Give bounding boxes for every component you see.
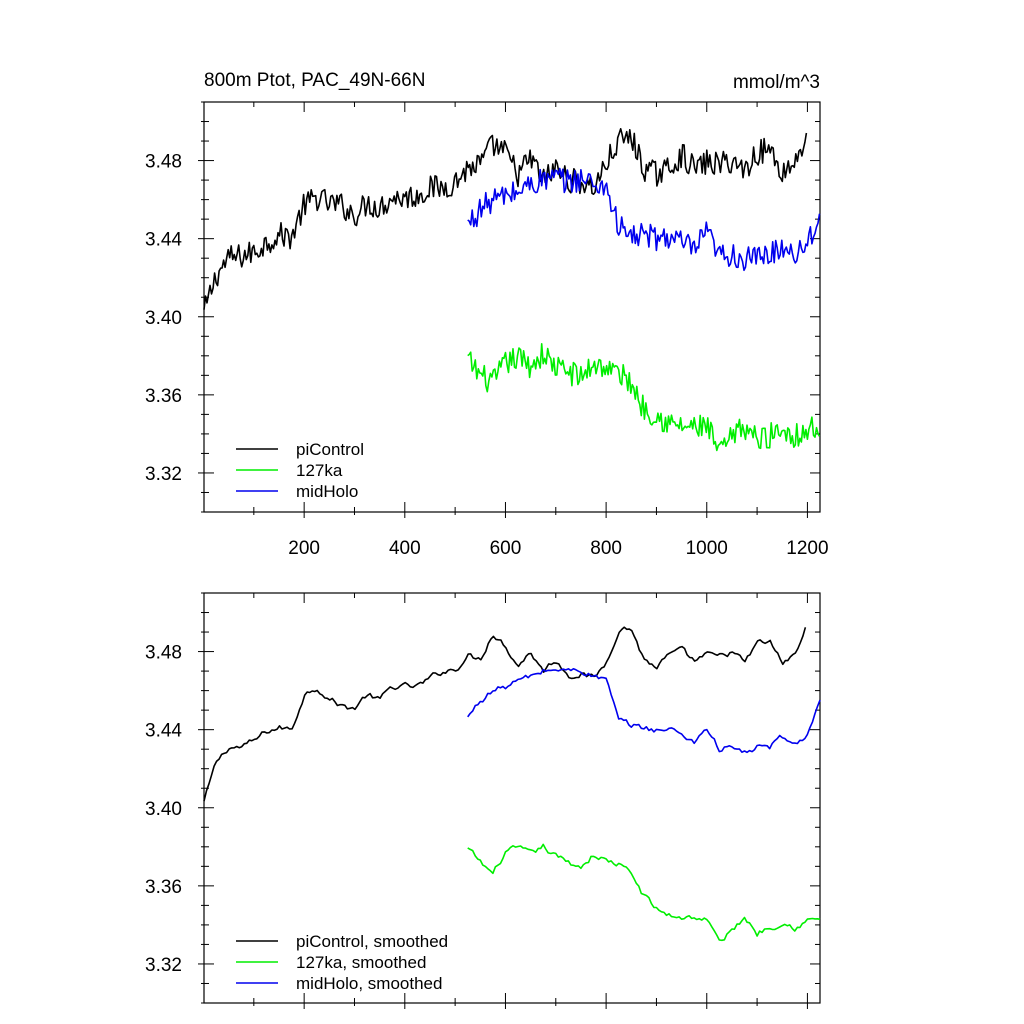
bottom-ytick-label-3.44: 3.44 (145, 721, 182, 742)
bottom-ytick-label-3.40: 3.40 (145, 799, 182, 820)
top-ytick-label-3.36: 3.36 (145, 386, 182, 407)
top-legend: piControl 127ka midHolo (236, 440, 364, 501)
bottom-ytick-label-3.48: 3.48 (145, 643, 182, 664)
top-series-line-picontrol (203, 128, 808, 310)
top-legend-label-midholo: midHolo (296, 482, 358, 501)
top-chart-title: 800m Ptot, PAC_49N-66N (204, 70, 425, 91)
top-ytick-label-3.48: 3.48 (145, 152, 182, 173)
bottom-legend-label-127ka: 127ka, smoothed (296, 953, 426, 972)
top-xtick-label-600: 600 (490, 538, 522, 559)
bottom-series-line-picontrol (203, 626, 807, 802)
top-xtick-label-800: 800 (590, 538, 622, 559)
top-legend-label-picontrol: piControl (296, 440, 364, 459)
bottom-series-line-127ka (467, 843, 821, 942)
top-series-line-midholo (467, 167, 821, 272)
bottom-axis-ticks (198, 592, 820, 1009)
top-xtick-label-200: 200 (288, 538, 320, 559)
bottom-ytick-label-3.36: 3.36 (145, 877, 182, 898)
top-chart-units: mmol/m^3 (733, 72, 820, 93)
top-xtick-label-400: 400 (389, 538, 421, 559)
bottom-series-group (203, 626, 821, 942)
top-axis-ticks (198, 101, 820, 518)
top-legend-label-127ka: 127ka (296, 461, 343, 480)
top-y-tick-labels: 3.32 3.36 3.40 3.44 3.48 (145, 152, 182, 485)
bottom-legend-label-midholo: midHolo, smoothed (296, 974, 442, 993)
top-series-line-127ka (467, 342, 821, 452)
bottom-legend-label-picontrol: piControl, smoothed (296, 932, 448, 951)
top-ytick-label-3.44: 3.44 (145, 230, 182, 251)
bottom-legend: piControl, smoothed 127ka, smoothed midH… (236, 932, 448, 993)
bottom-ytick-label-3.32: 3.32 (145, 955, 182, 976)
bottom-chart-panel: 3.32 3.36 3.40 3.44 3.48 piControl, smoo… (145, 592, 821, 1009)
top-chart-panel: 800m Ptot, PAC_49N-66N mmol/m^3 3.32 3.3… (145, 70, 829, 559)
top-xtick-label-1200: 1200 (786, 538, 828, 559)
top-ytick-label-3.32: 3.32 (145, 464, 182, 485)
bottom-y-tick-labels: 3.32 3.36 3.40 3.44 3.48 (145, 643, 182, 976)
top-ytick-label-3.40: 3.40 (145, 308, 182, 329)
top-x-tick-labels: 200 400 600 800 1000 1200 (288, 538, 828, 559)
top-series-group (203, 128, 821, 452)
top-xtick-label-1000: 1000 (686, 538, 728, 559)
bottom-series-line-midholo (467, 667, 821, 754)
